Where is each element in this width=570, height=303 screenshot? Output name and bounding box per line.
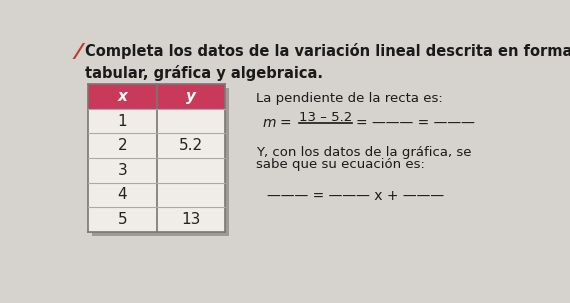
Text: = ——— = ———: = ——— = ——— <box>356 116 475 130</box>
Text: 3: 3 <box>117 163 127 178</box>
Bar <box>88 207 157 232</box>
Text: 1: 1 <box>117 114 127 128</box>
Text: 5.2: 5.2 <box>178 138 203 153</box>
Text: Y, con los datos de la gráfica, se: Y, con los datos de la gráfica, se <box>256 146 471 159</box>
Bar <box>88 84 225 109</box>
Text: 13: 13 <box>181 212 200 227</box>
Text: Completa los datos de la variación lineal descrita en forma
tabular, gráfica y a: Completa los datos de la variación linea… <box>85 42 570 81</box>
Bar <box>88 109 157 133</box>
Bar <box>157 158 225 183</box>
Text: $m$ =: $m$ = <box>262 116 292 130</box>
Text: 13 – 5.2: 13 – 5.2 <box>299 111 352 124</box>
Bar <box>157 109 225 133</box>
Text: 2: 2 <box>117 138 127 153</box>
Text: 4: 4 <box>117 188 127 202</box>
Bar <box>88 183 157 207</box>
Bar <box>88 133 157 158</box>
Bar <box>157 207 225 232</box>
Text: 5: 5 <box>117 212 127 227</box>
Text: ⁄: ⁄ <box>77 42 80 62</box>
Bar <box>157 183 225 207</box>
Text: La pendiente de la recta es:: La pendiente de la recta es: <box>256 92 442 105</box>
Bar <box>157 133 225 158</box>
Text: ——— = ——— x + ———: ——— = ——— x + ——— <box>267 189 445 203</box>
Text: y: y <box>186 89 196 104</box>
Text: x: x <box>117 89 127 104</box>
Bar <box>88 158 157 183</box>
Bar <box>92 88 229 236</box>
Text: sabe que su ecuación es:: sabe que su ecuación es: <box>256 158 425 171</box>
